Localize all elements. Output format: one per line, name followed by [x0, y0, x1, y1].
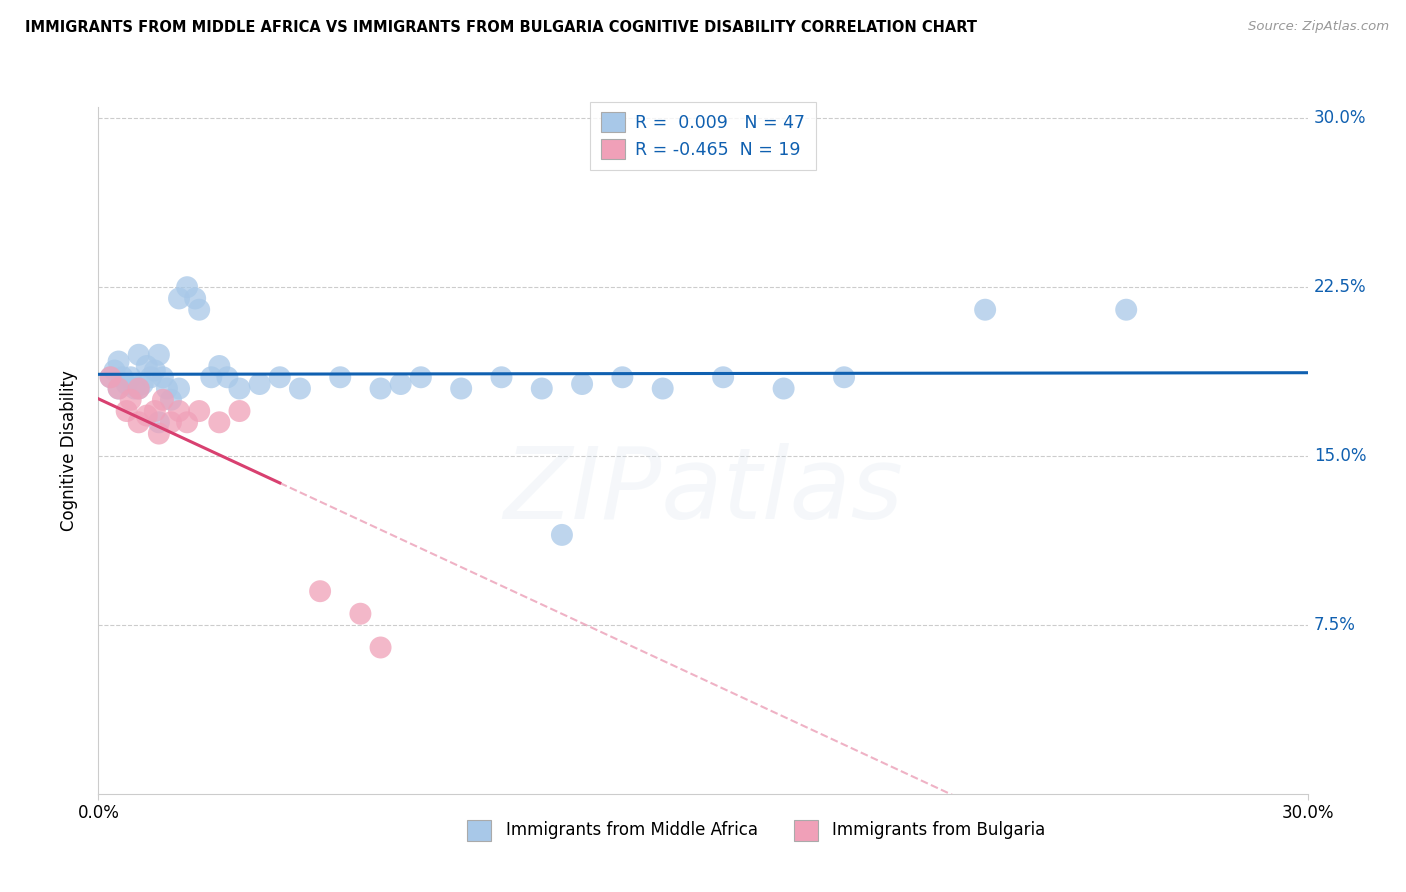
Point — [120, 392, 142, 407]
Text: 30.0%: 30.0% — [1313, 110, 1367, 128]
FancyBboxPatch shape — [467, 820, 492, 840]
Point — [135, 359, 157, 373]
Point — [651, 382, 673, 396]
Point — [200, 370, 222, 384]
Point — [551, 528, 574, 542]
Point — [228, 382, 250, 396]
Point — [167, 382, 190, 396]
Point — [491, 370, 513, 384]
Point — [160, 392, 183, 407]
Point — [107, 354, 129, 368]
Point — [120, 370, 142, 384]
Point — [409, 370, 432, 384]
Point — [711, 370, 734, 384]
Text: 22.5%: 22.5% — [1313, 278, 1367, 296]
Point — [132, 377, 155, 392]
Text: Source: ZipAtlas.com: Source: ZipAtlas.com — [1249, 20, 1389, 33]
Point — [143, 404, 166, 418]
Point — [152, 370, 174, 384]
Point — [143, 363, 166, 377]
Point — [530, 382, 553, 396]
Point — [167, 404, 190, 418]
Point — [103, 363, 125, 377]
Point — [100, 370, 122, 384]
Point — [184, 292, 207, 306]
Point — [100, 370, 122, 384]
Point — [128, 348, 150, 362]
Point — [269, 370, 291, 384]
Text: Immigrants from Middle Africa: Immigrants from Middle Africa — [506, 822, 758, 839]
Point — [329, 370, 352, 384]
Point — [370, 640, 392, 655]
Point — [124, 382, 146, 396]
Point — [188, 302, 211, 317]
Point — [176, 415, 198, 429]
Point — [148, 426, 170, 441]
Point — [349, 607, 371, 621]
Point — [152, 392, 174, 407]
Point — [167, 292, 190, 306]
Text: Immigrants from Bulgaria: Immigrants from Bulgaria — [832, 822, 1046, 839]
Text: 7.5%: 7.5% — [1313, 616, 1355, 634]
Point — [228, 404, 250, 418]
Point — [288, 382, 311, 396]
Point — [115, 404, 138, 418]
Point — [148, 348, 170, 362]
Point — [176, 280, 198, 294]
Text: ZIPatlas: ZIPatlas — [503, 443, 903, 541]
Text: IMMIGRANTS FROM MIDDLE AFRICA VS IMMIGRANTS FROM BULGARIA COGNITIVE DISABILITY C: IMMIGRANTS FROM MIDDLE AFRICA VS IMMIGRA… — [25, 20, 977, 35]
FancyBboxPatch shape — [793, 820, 818, 840]
Point — [612, 370, 634, 384]
Point — [139, 370, 162, 384]
Point — [249, 377, 271, 392]
Point — [148, 415, 170, 429]
Point — [107, 382, 129, 396]
Point — [1115, 302, 1137, 317]
Point — [208, 359, 231, 373]
Point — [135, 409, 157, 423]
Legend: R =  0.009   N = 47, R = -0.465  N = 19: R = 0.009 N = 47, R = -0.465 N = 19 — [591, 102, 815, 169]
Point — [128, 382, 150, 396]
Point — [115, 377, 138, 392]
Point — [974, 302, 997, 317]
Point — [128, 382, 150, 396]
Point — [832, 370, 855, 384]
Point — [160, 415, 183, 429]
Point — [156, 382, 179, 396]
Point — [107, 382, 129, 396]
Point — [188, 404, 211, 418]
Point — [571, 377, 593, 392]
Point — [208, 415, 231, 429]
Point — [309, 584, 332, 599]
Point — [389, 377, 412, 392]
Point — [111, 370, 134, 384]
Point — [128, 415, 150, 429]
Point — [217, 370, 239, 384]
Y-axis label: Cognitive Disability: Cognitive Disability — [59, 370, 77, 531]
Point — [370, 382, 392, 396]
Point — [772, 382, 794, 396]
Point — [450, 382, 472, 396]
Text: 15.0%: 15.0% — [1313, 447, 1367, 465]
